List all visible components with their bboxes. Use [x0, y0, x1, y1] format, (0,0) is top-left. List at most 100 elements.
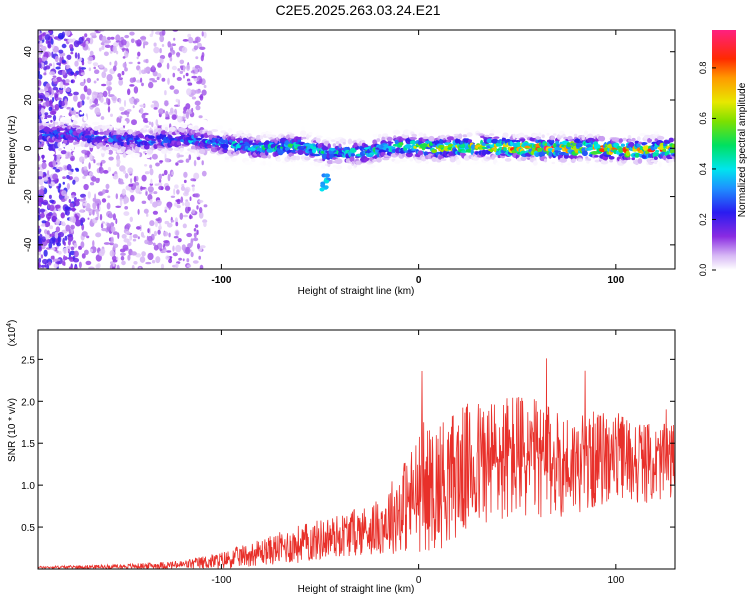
spectrogram-speckle: [180, 196, 184, 203]
spectrogram-speckle: [52, 173, 58, 181]
spectrogram-speckle: [98, 47, 102, 52]
spectrogram-ridge-cell: [409, 136, 418, 140]
spectrogram-speckle: [93, 80, 97, 84]
spectrogram-ridge-cell: [41, 118, 50, 123]
spectrogram-speckle: [175, 221, 179, 227]
spectrogram-speckle: [72, 179, 76, 185]
spectrogram-speckle: [78, 66, 81, 74]
spectrogram-speckle: [141, 82, 144, 87]
spectrogram-ridge-cell: [313, 161, 321, 167]
spectrogram-ridge-cell: [466, 132, 473, 138]
spectrogram-speckle: [203, 221, 207, 228]
spectrogram-speckle: [115, 205, 122, 208]
spectrogram-speckle: [68, 176, 73, 180]
spectrogram-speckle: [167, 77, 170, 85]
spectrogram-speckle: [42, 32, 46, 36]
spectrogram-speckle: [95, 177, 100, 184]
spectrogram-speckle: [141, 251, 146, 257]
spectrogram-ridge-cell: [300, 130, 307, 137]
spectrogram-ridge-cell: [195, 137, 203, 141]
spectrogram-ridge-cell: [105, 149, 109, 155]
spectrogram-speckle: [45, 213, 52, 220]
spectrogram-ridge-cell: [315, 135, 323, 139]
spectrogram-speckle: [79, 81, 85, 87]
spectrogram-speckle: [158, 173, 162, 180]
spectrogram-ridge-cell: [83, 115, 88, 122]
spectrogram-ridge-cell: [266, 128, 271, 132]
spectrogram-speckle: [182, 65, 186, 73]
spectrogram-ridge-cell: [136, 139, 143, 142]
spectrogram-speckle: [175, 98, 179, 103]
spectrogram-speckle: [168, 232, 171, 238]
spectrogram-speckle: [126, 113, 129, 118]
spectrogram-ridge-cell: [409, 140, 417, 145]
spectrogram-ridge-cell: [446, 136, 455, 141]
spectrogram-speckle: [44, 229, 48, 235]
spectrogram-speckle: [159, 58, 164, 64]
spectrogram-ridge-cell: [504, 158, 512, 162]
spectrogram-ridge-cell: [618, 138, 624, 143]
spectrogram-speckle: [124, 173, 129, 179]
spectrogram-speckle: [179, 59, 185, 65]
spectrogram-speckle: [38, 97, 41, 105]
spectrogram-speckle: [72, 216, 76, 224]
spectrogram-speckle: [49, 99, 53, 107]
spectrogram-speckle: [164, 158, 170, 163]
spectrogram-speckle: [74, 60, 79, 67]
snr-ylabel: SNR (10 * v/v): [7, 398, 18, 462]
spectrogram-speckle: [41, 108, 45, 116]
spectrogram-speckle: [134, 181, 140, 186]
spectrogram-ridge-cell: [386, 136, 393, 142]
spectrogram-speckle: [108, 88, 111, 96]
spectrogram-speckle: [194, 100, 201, 106]
spectrogram-speckle: [153, 42, 157, 47]
spectrogram-speckle: [129, 77, 135, 83]
spectrogram-speckle: [64, 206, 71, 211]
spectrogram-speckle: [121, 260, 126, 266]
spectrogram-ridge-cell: [411, 133, 418, 138]
spectrogram-ridge-cell: [554, 150, 561, 153]
spectrogram-speckle: [110, 236, 114, 244]
spectrogram-speckle: [198, 115, 203, 119]
spectrogram-ridge-cell: [289, 133, 295, 136]
spectrogram-speckle: [66, 183, 70, 190]
spectrogram-speckle: [53, 263, 59, 269]
spectrogram-ridge-cell: [500, 153, 507, 156]
spectrogram-ridge-cell: [114, 122, 122, 129]
spectrogram-ridge-cell: [489, 133, 495, 136]
spectrogram-speckle: [163, 109, 165, 114]
spectrogram-speckle: [175, 162, 179, 166]
spectrogram-speckle: [38, 62, 42, 69]
spectrogram-ridge-cell: [338, 143, 342, 149]
spectrogram-speckle: [69, 44, 74, 49]
spectrogram-speckle: [101, 221, 106, 224]
spectrogram-ridge-cell: [484, 134, 490, 138]
spectrogram-ridge-cell: [176, 141, 181, 146]
spectrogram-speckle: [51, 215, 57, 223]
spectrogram-speckle: [65, 209, 70, 216]
spectrogram-speckle: [103, 170, 109, 174]
spectrogram-ridge-cell: [62, 143, 66, 148]
spectrogram-speckle: [98, 250, 105, 257]
spectrogram-ridge-cell: [320, 164, 326, 169]
spectrogram-ridge-cell: [80, 141, 85, 148]
spectrogram-speckle: [122, 152, 127, 158]
spectrogram-ridge-cell: [622, 137, 627, 141]
spectrogram-speckle: [44, 34, 51, 41]
spectrogram-ridge-cell: [325, 137, 332, 141]
spectrogram-speckle: [178, 257, 183, 261]
spectrogram-speckle: [84, 249, 89, 255]
spectrogram-speckle: [94, 98, 99, 105]
spectrogram-speckle: [199, 94, 204, 101]
spectrogram-ridge-cell: [340, 130, 348, 136]
spectrogram-speckle: [66, 58, 69, 66]
spectrogram-speckle: [53, 166, 57, 170]
spectrogram-xlabel: Height of straight line (km): [298, 286, 415, 297]
spectrogram-speckle: [154, 220, 158, 228]
spectrogram-ridge-cell: [594, 155, 599, 158]
spectrogram-speckle: [44, 60, 48, 65]
spectrogram-speckle: [186, 88, 192, 96]
spectrogram-speckle: [157, 62, 162, 68]
spectrogram-speckle: [79, 209, 84, 213]
spectrogram-speckle: [56, 242, 61, 247]
